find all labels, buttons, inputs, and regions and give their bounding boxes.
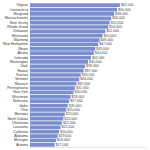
svg-text:Connecticut: Connecticut: [9, 7, 28, 12]
svg-text:Massachusetts: Massachusetts: [4, 16, 28, 21]
svg-text:Minnesota: Minnesota: [11, 33, 28, 38]
svg-text:Idaho: Idaho: [19, 103, 28, 108]
svg-text:Kansas: Kansas: [16, 73, 28, 77]
svg-text:Virginia: Virginia: [16, 3, 28, 8]
svg-text:Ohio: Ohio: [20, 107, 28, 112]
svg-text:$48,000: $48,000: [100, 38, 114, 43]
svg-text:Nebraska: Nebraska: [13, 99, 28, 104]
svg-text:$37,000: $37,000: [84, 68, 98, 73]
svg-text:$27,000: $27,000: [70, 99, 83, 104]
svg-text:Montana: Montana: [14, 112, 28, 117]
svg-text:$58,000: $58,000: [115, 11, 128, 16]
svg-text:Hawaii: Hawaii: [17, 68, 28, 73]
svg-text:$47,000: $47,000: [99, 42, 112, 47]
svg-text:Washington: Washington: [9, 59, 28, 64]
svg-text:Wisconsin: Wisconsin: [12, 94, 28, 99]
svg-text:Missouri: Missouri: [15, 81, 28, 86]
svg-text:$60,000: $60,000: [118, 7, 131, 12]
svg-text:$52,000: $52,000: [106, 29, 120, 34]
svg-text:$35,000: $35,000: [81, 73, 95, 77]
svg-text:$38,000: $38,000: [86, 64, 99, 69]
svg-text:Illinois: Illinois: [18, 46, 28, 51]
svg-text:$30,000: $30,000: [74, 90, 88, 95]
svg-text:$25,000: $25,000: [67, 107, 80, 112]
svg-text:$56,000: $56,000: [112, 16, 125, 21]
svg-text:$50,000: $50,000: [103, 33, 117, 38]
svg-text:Alaska: Alaska: [17, 51, 28, 56]
svg-text:Utah: Utah: [20, 64, 28, 69]
svg-text:$42,000: $42,000: [91, 55, 105, 60]
svg-text:$55,000: $55,000: [110, 20, 124, 25]
svg-text:$34,000: $34,000: [80, 77, 93, 82]
svg-text:$62,000: $62,000: [120, 3, 134, 8]
svg-text:$26,000: $26,000: [68, 103, 82, 108]
svg-text:Michigan: Michigan: [14, 138, 28, 143]
svg-text:$20,000: $20,000: [60, 129, 73, 134]
svg-text:Alabama: Alabama: [14, 134, 28, 139]
svg-text:$32,000: $32,000: [77, 81, 91, 86]
svg-text:North Dakota: North Dakota: [7, 116, 28, 121]
svg-text:Oklahoma: Oklahoma: [12, 121, 28, 125]
svg-text:$28,000: $28,000: [71, 94, 85, 99]
svg-text:$22,000: $22,000: [62, 121, 76, 125]
svg-text:$44,000: $44,000: [94, 51, 108, 56]
svg-text:Arizona: Arizona: [16, 143, 28, 147]
svg-text:California: California: [13, 129, 28, 134]
svg-text:$18,000: $18,000: [57, 138, 70, 143]
svg-text:New York: New York: [13, 90, 28, 95]
svg-text:Delaware: Delaware: [13, 29, 28, 34]
svg-text:$23,000: $23,000: [64, 116, 77, 121]
svg-text:New Jersey: New Jersey: [9, 20, 28, 25]
svg-text:$45,000: $45,000: [96, 46, 109, 51]
svg-text:$17,000: $17,000: [56, 143, 69, 147]
svg-text:Pennsylvania: Pennsylvania: [7, 86, 28, 91]
svg-text:Wyoming: Wyoming: [13, 38, 28, 43]
svg-text:$40,000: $40,000: [89, 59, 102, 64]
svg-text:$19,000: $19,000: [58, 134, 72, 139]
svg-text:Rhode Island: Rhode Island: [7, 25, 28, 29]
svg-text:New Hampshire: New Hampshire: [3, 42, 28, 47]
svg-text:$31,000: $31,000: [75, 86, 89, 91]
svg-text:$21,000: $21,000: [61, 125, 75, 130]
svg-text:Vermont: Vermont: [15, 77, 28, 82]
svg-text:$24,000: $24,000: [65, 112, 79, 117]
svg-text:Maryland: Maryland: [13, 11, 28, 16]
svg-text:$54,000: $54,000: [109, 25, 122, 29]
svg-text:Louisiana: Louisiana: [13, 125, 28, 130]
svg-text:Colorado: Colorado: [13, 55, 28, 60]
